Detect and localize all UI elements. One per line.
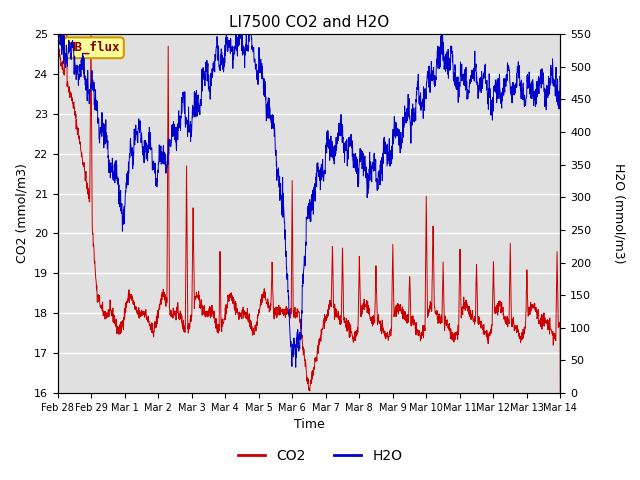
X-axis label: Time: Time — [294, 419, 324, 432]
H2O — [299, 284, 307, 289]
Line: H2O: H2O — [58, 34, 560, 367]
CO2 — [79, 164, 87, 169]
Title: LI7500 CO2 and H2O: LI7500 CO2 and H2O — [228, 15, 389, 30]
H2O — [79, 53, 87, 59]
CO2 — [556, 390, 564, 396]
CO2 — [285, 307, 292, 313]
CO2 — [298, 339, 306, 345]
H2O — [285, 312, 292, 317]
H2O — [450, 79, 458, 84]
Legend: CO2, H2O: CO2, H2O — [232, 443, 408, 468]
H2O — [54, 42, 61, 48]
Y-axis label: CO2 (mmol/m3): CO2 (mmol/m3) — [15, 164, 28, 264]
H2O — [542, 107, 550, 113]
Text: MB_flux: MB_flux — [68, 41, 120, 54]
CO2 — [61, 19, 68, 25]
CO2 — [542, 320, 550, 326]
Y-axis label: H2O (mmol/m3): H2O (mmol/m3) — [612, 163, 625, 264]
H2O — [292, 364, 300, 370]
Line: CO2: CO2 — [58, 22, 560, 393]
CO2 — [542, 318, 550, 324]
H2O — [55, 31, 63, 37]
CO2 — [450, 334, 458, 340]
CO2 — [54, 49, 61, 55]
H2O — [556, 78, 564, 84]
H2O — [542, 97, 550, 103]
